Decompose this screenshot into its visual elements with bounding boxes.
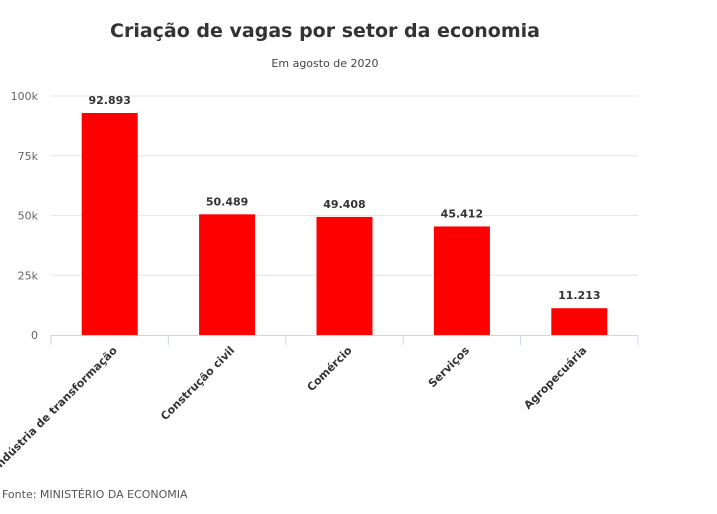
data-label: 50.489 [206,195,248,208]
bar [433,226,490,335]
data-label: 45.412 [441,207,483,220]
x-tick-label: Serviços [426,344,473,391]
x-tick-label: Indústria de transformação [0,344,120,473]
data-label: 11.213 [558,289,600,302]
bar [551,308,608,335]
chart-title: Criação de vagas por setor da economia [110,20,540,42]
x-tick-label: Construção civil [158,344,237,423]
source-note: Fonte: MINISTÉRIO DA ECONOMIA [2,488,188,501]
data-label: 92.893 [88,94,130,107]
bar [316,216,373,335]
y-tick-label: 0 [31,329,38,342]
y-tick-label: 75k [18,150,39,163]
x-tick-label: Comércio [305,344,355,394]
y-tick-label: 50k [18,210,39,223]
bar [199,214,256,335]
data-label: 49.408 [323,198,365,211]
y-tick-label: 25k [18,269,39,282]
bar [81,112,138,335]
x-tick-label: Agropecuária [521,344,589,412]
chart-subtitle: Em agosto de 2020 [271,57,379,70]
y-tick-label: 100k [11,90,39,103]
